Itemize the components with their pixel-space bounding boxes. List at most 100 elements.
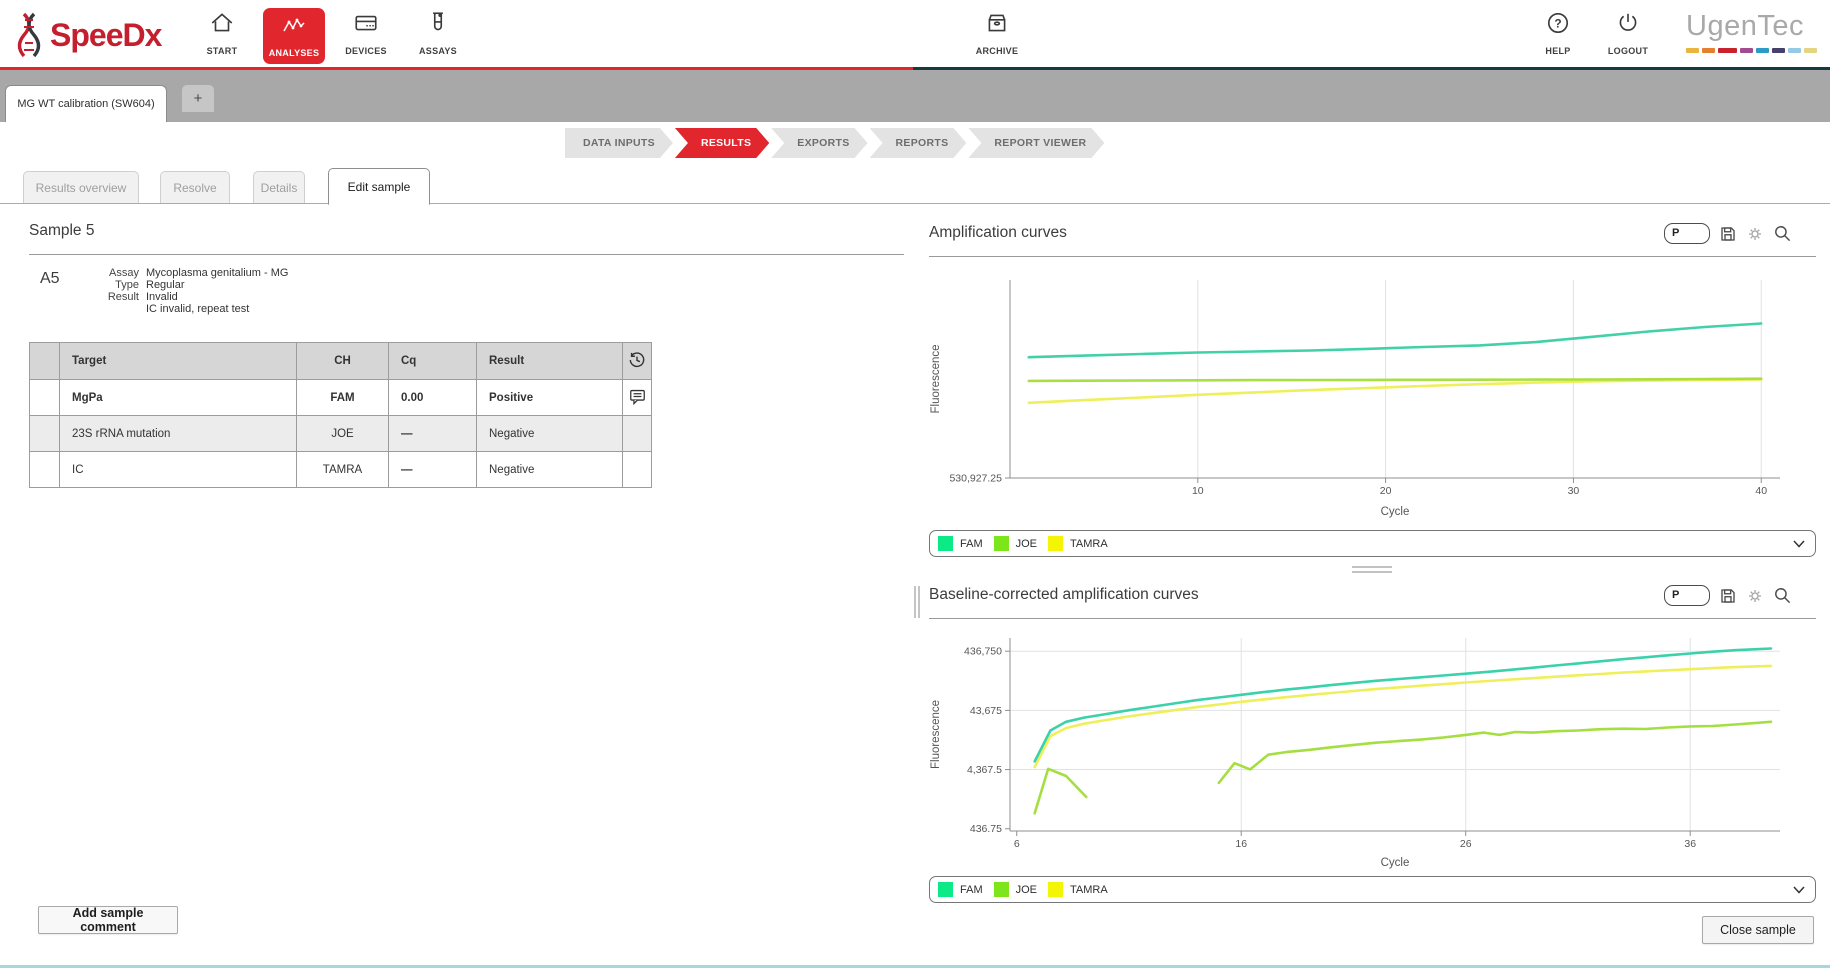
field-label: Assay: [109, 267, 139, 279]
cell-cq: —: [388, 415, 477, 452]
panel-resize-handle[interactable]: [914, 586, 916, 618]
legend-swatch-fam: [938, 536, 953, 551]
sample-field-row: IC invalid, repeat test: [60, 303, 288, 316]
cell-target: MgPa: [59, 379, 297, 416]
row-comment-cell[interactable]: [622, 379, 652, 416]
add-sample-comment-button[interactable]: Add sample comment: [38, 906, 178, 934]
legend-label-tamra: TAMRA: [1070, 537, 1108, 550]
nav-item-logout[interactable]: LOGOUT: [1596, 10, 1660, 56]
column-header-blank: [29, 342, 60, 380]
chart-splitter-handle[interactable]: [1352, 566, 1392, 568]
joe-curve: [1217, 720, 1773, 785]
ugentec-dash: [1740, 48, 1753, 53]
cell-result: Negative: [476, 451, 623, 488]
save-chart-icon-2[interactable]: [1719, 587, 1737, 605]
table-row-ic[interactable]: IC TAMRA — Negative: [29, 451, 652, 488]
sample-field-row: Result Invalid: [60, 291, 288, 304]
cell-channel: TAMRA: [296, 451, 389, 488]
nav-item-assays[interactable]: ASSAYS: [406, 10, 470, 56]
ugentec-dash: [1702, 48, 1715, 53]
zoom-chart-icon[interactable]: [1773, 224, 1792, 243]
tab-resolve[interactable]: Resolve: [160, 171, 230, 204]
chart-settings-gear-icon[interactable]: [1746, 225, 1764, 243]
cell-row-select: [29, 415, 60, 452]
history-icon: [629, 351, 645, 367]
nav-item-help[interactable]: ? HELP: [1526, 10, 1590, 56]
plate-view-button[interactable]: P: [1664, 223, 1710, 244]
comment-icon[interactable]: [628, 387, 647, 406]
sample-title: Sample 5: [29, 222, 95, 239]
svg-text:40: 40: [1755, 485, 1767, 497]
tab-edit-sample[interactable]: Edit sample: [328, 168, 430, 205]
table-row-mgpa[interactable]: MgPa FAM 0.00 Positive: [29, 379, 652, 416]
svg-text:16: 16: [1235, 838, 1247, 850]
save-chart-icon[interactable]: [1719, 225, 1737, 243]
svg-text:6: 6: [1014, 838, 1020, 850]
chart-settings-gear-icon-2[interactable]: [1746, 587, 1764, 605]
cell-channel: JOE: [296, 415, 389, 452]
svg-text:26: 26: [1460, 838, 1472, 850]
nav-item-analyses[interactable]: ANALYSES: [263, 8, 325, 64]
page-bottom-accent: [0, 965, 1830, 968]
sample-field-row: Assay Mycoplasma genitalium - MG: [60, 267, 289, 280]
chart2-title-rule: [929, 618, 1816, 619]
plate-view-button-2[interactable]: P: [1664, 585, 1710, 606]
brand-name: SpeeDx: [50, 16, 162, 53]
chart1-toolbar: P: [1664, 223, 1792, 244]
workflow-breadcrumb: DATA INPUTS RESULTS EXPORTS REPORTS REPORT V…: [565, 128, 1104, 158]
sample-title-rule: [29, 254, 904, 255]
svg-text:10: 10: [1192, 485, 1204, 497]
close-sample-button[interactable]: Close sample: [1702, 916, 1814, 944]
top-nav: SpeeDx START ANALYSES: [0, 0, 1830, 67]
chart2-legend-dropdown[interactable]: FAM JOE TAMRA: [929, 876, 1816, 903]
breadcrumb-step-data-inputs[interactable]: DATA INPUTS: [565, 128, 673, 158]
field-value: Invalid: [146, 291, 178, 303]
legend-swatch-joe: [993, 882, 1009, 897]
legend-label-joe: JOE: [1015, 883, 1038, 896]
sample-info-fields: Assay Mycoplasma genitalium - MG Type Regul…: [60, 267, 289, 316]
svg-text:43,675: 43,675: [970, 705, 1002, 717]
test-tube-icon: [425, 10, 451, 41]
row-icon-cell: [622, 451, 652, 488]
legend-swatch-tamra: [1048, 882, 1064, 897]
document-tab-strip: [0, 70, 1830, 122]
breadcrumb-step-report-viewer[interactable]: REPORT VIEWER: [968, 128, 1104, 158]
well-id: A5: [40, 270, 60, 287]
chart2-title: Baseline-corrected amplification curves: [929, 586, 1199, 603]
ugentec-color-dashes: [1686, 48, 1817, 53]
legend-label-joe: JOE: [1015, 537, 1038, 550]
breadcrumb-step-exports[interactable]: EXPORTS: [771, 128, 867, 158]
accent-line-red: [0, 67, 913, 70]
tamra-curve: [1027, 378, 1763, 405]
nav-item-start[interactable]: START: [190, 10, 254, 56]
field-value: Mycoplasma genitalium - MG: [146, 267, 289, 279]
chart1-title: Amplification curves: [929, 224, 1067, 241]
zoom-chart-icon-2[interactable]: [1773, 586, 1792, 605]
help-icon: ?: [1545, 10, 1571, 41]
svg-text:?: ?: [1554, 16, 1561, 30]
nav-item-archive[interactable]: ARCHIVE: [965, 10, 1029, 56]
chevron-down-icon: [1793, 881, 1805, 899]
history-column-header[interactable]: [622, 342, 652, 380]
new-tab-button[interactable]: +: [182, 85, 214, 112]
chart1-legend-dropdown[interactable]: FAM JOE TAMRA: [929, 530, 1816, 557]
speedx-logo: SpeeDx: [12, 12, 162, 58]
archive-box-icon: [984, 10, 1010, 41]
open-analysis-tab[interactable]: MG WT calibration (SW604): [5, 85, 167, 122]
device-icon: [353, 10, 379, 41]
power-icon: [1615, 10, 1641, 41]
breadcrumb-step-reports[interactable]: REPORTS: [870, 128, 967, 158]
baseline-corrected-chart: 436,750 43,675 4,367.5 436.75 6 16 26 36 Fluores…: [930, 638, 1780, 869]
table-row-23s-rrna-mutation[interactable]: 23S rRNA mutation JOE — Negative: [29, 415, 652, 452]
field-label: Type: [115, 279, 139, 291]
breadcrumb-step-results[interactable]: RESULTS: [675, 128, 769, 158]
accent-line-dark: [913, 67, 1830, 70]
tab-details[interactable]: Details: [253, 171, 305, 204]
svg-text:Fluorescence: Fluorescence: [930, 344, 942, 413]
tab-results-overview[interactable]: Results overview: [23, 171, 139, 204]
svg-text:Cycle: Cycle: [1381, 857, 1410, 869]
ugentec-dash: [1788, 48, 1801, 53]
row-icon-cell: [622, 415, 652, 452]
nav-item-devices[interactable]: DEVICES: [334, 10, 398, 56]
